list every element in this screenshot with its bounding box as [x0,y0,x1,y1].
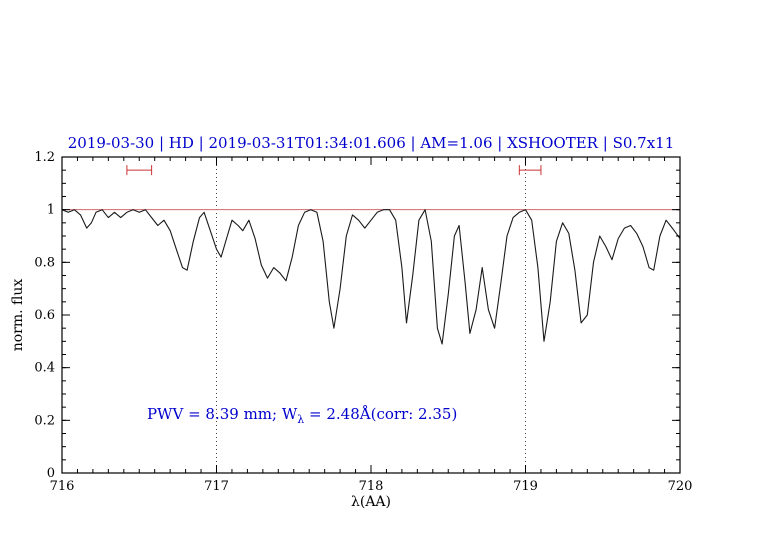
x-tick-label: 720 [668,479,693,494]
y-tick-label: 0 [47,466,55,481]
y-tick-label: 0.4 [34,361,55,376]
chart-title: 2019-03-30 | HD | 2019-03-31T01:34:01.60… [68,134,675,152]
annotation-subscript: λ [297,413,304,426]
x-tick-label: 719 [513,479,538,494]
band-marker [518,165,542,176]
y-tick-label: 1 [47,203,55,218]
spectrum-line [61,209,681,345]
annotation-suffix: = 2.48Å(corr: 2.35) [304,405,457,423]
x-tick-label: 718 [359,479,384,494]
annotation-prefix: PWV = 8.39 mm; W [147,405,298,423]
y-tick-label: 0.8 [34,255,55,270]
band-marker [126,165,153,176]
annotation-text: PWV = 8.39 mm; Wλ = 2.48Å(corr: 2.35) [147,405,457,426]
x-tick-label: 716 [50,479,75,494]
y-tick-label: 1.2 [34,150,55,165]
y-tick-label: 0.2 [34,413,55,428]
x-tick-label: 717 [204,479,229,494]
x-axis-label: λ(AA) [351,494,391,510]
y-axis-label: norm. flux [10,279,26,352]
y-tick-label: 0.6 [34,308,55,323]
